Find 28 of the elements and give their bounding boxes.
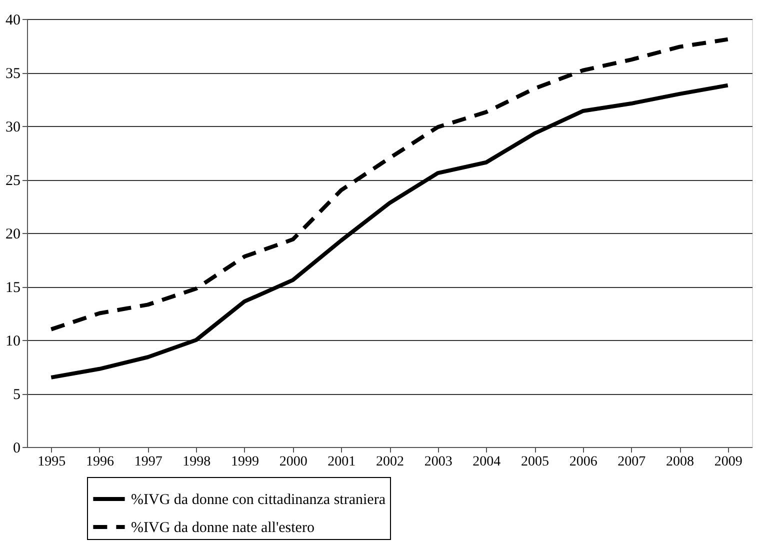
legend-label: %IVG da donne con cittadinanza straniera: [131, 492, 386, 508]
x-tick-label: 1998: [182, 454, 211, 470]
x-tick-label: 2008: [666, 454, 694, 470]
x-tick-label: 2009: [714, 454, 742, 470]
x-tick-label: 1999: [231, 454, 259, 470]
x-tick-label: 2007: [618, 454, 646, 470]
legend-label: %IVG da donne nate all'estero: [131, 520, 314, 536]
x-tick-label: 1995: [38, 454, 66, 470]
y-tick-label: 10: [6, 334, 20, 350]
x-tick-label: 2005: [521, 454, 549, 470]
x-tick-label: 2000: [279, 454, 308, 470]
x-tick-label: 2002: [376, 454, 404, 470]
line-series: [49, 83, 730, 380]
x-tick-label: 1996: [86, 454, 114, 470]
x-tick-label: 2004: [472, 454, 501, 470]
y-tick-label: 40: [6, 12, 20, 28]
x-tick-label: 1997: [134, 454, 162, 470]
y-tick-label: 30: [6, 120, 20, 136]
y-tick-label: 20: [6, 226, 20, 242]
y-tick-label: 0: [13, 440, 20, 456]
y-tick-label: 5: [13, 387, 20, 403]
x-tick-label: 2001: [328, 454, 356, 470]
y-tick-label: 35: [6, 66, 20, 82]
x-tick-label: 2006: [569, 454, 598, 470]
line-series: [49, 37, 730, 332]
y-tick-label: 15: [6, 280, 20, 296]
x-tick-label: 2003: [424, 454, 452, 470]
y-tick-label: 25: [6, 173, 20, 189]
